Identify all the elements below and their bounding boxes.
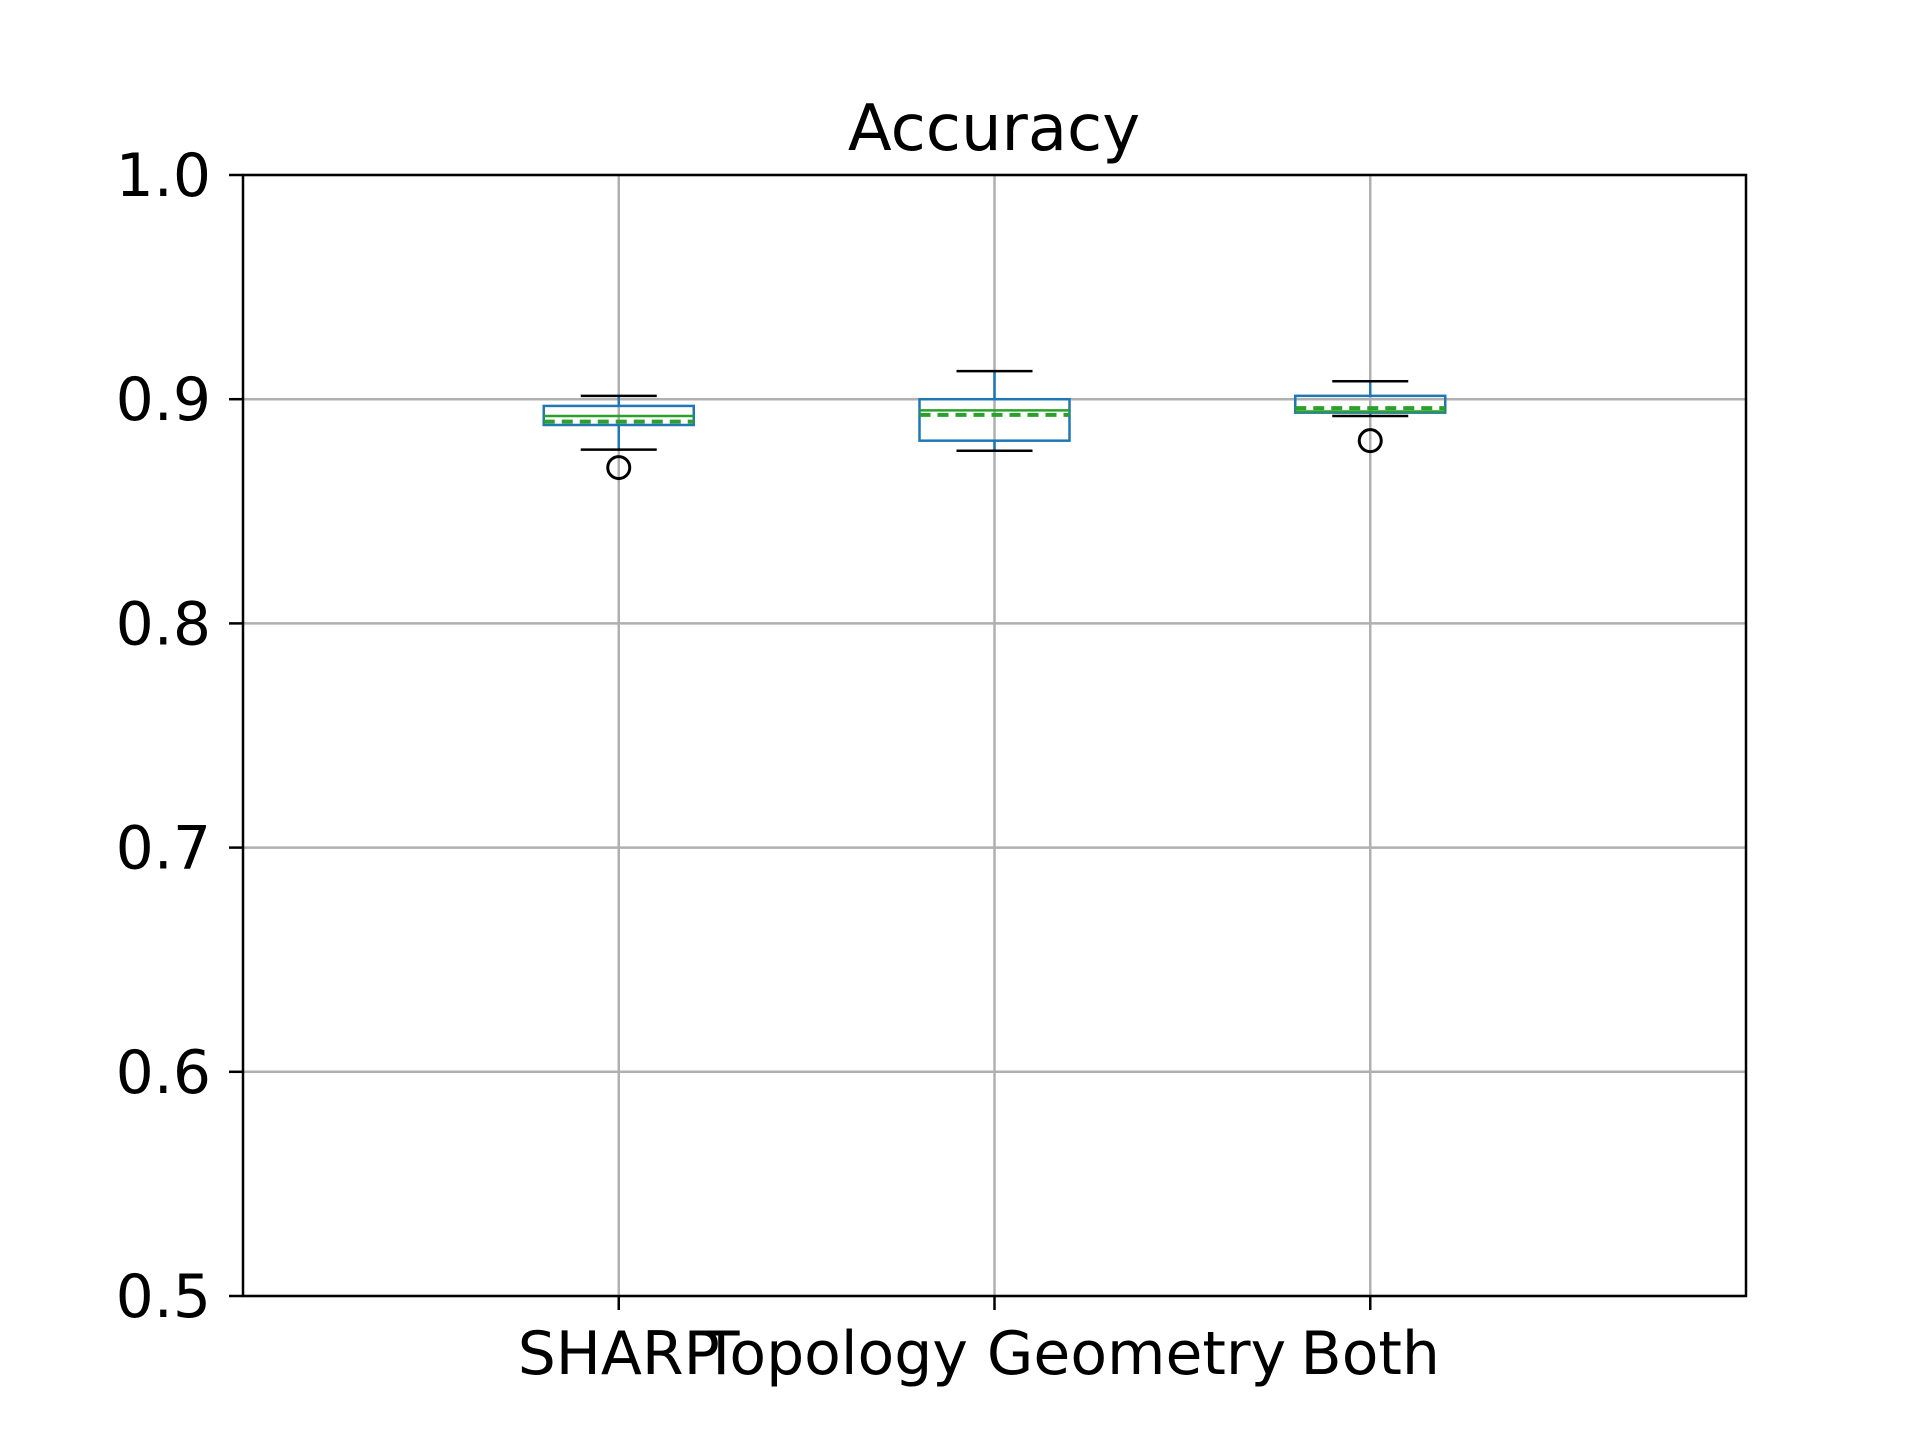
outlier-point [1357, 428, 1383, 454]
y-tick-label: 0.8 [116, 589, 211, 659]
x-tick-label: Both [1301, 1319, 1440, 1389]
y-tick-label: 0.9 [116, 365, 211, 435]
box-iqr [918, 397, 1071, 442]
outlier-point [606, 455, 632, 481]
x-tick-label: Topology Geometry [702, 1319, 1286, 1389]
chart-title: Accuracy [848, 92, 1140, 166]
y-tick-label: 0.5 [116, 1262, 211, 1332]
box-group [918, 369, 1071, 453]
y-axis: 0.5 0.6 0.7 0.8 0.9 1.0 [116, 141, 243, 1332]
y-tick-label: 0.7 [116, 814, 211, 884]
grid-lines [243, 173, 1746, 1298]
boxes [542, 369, 1447, 481]
y-tick-label: 1.0 [116, 141, 211, 211]
box-group [542, 394, 695, 481]
x-tick-label: SHARP [518, 1319, 720, 1389]
y-tick-label: 0.6 [116, 1038, 211, 1108]
box-group [1294, 380, 1447, 454]
